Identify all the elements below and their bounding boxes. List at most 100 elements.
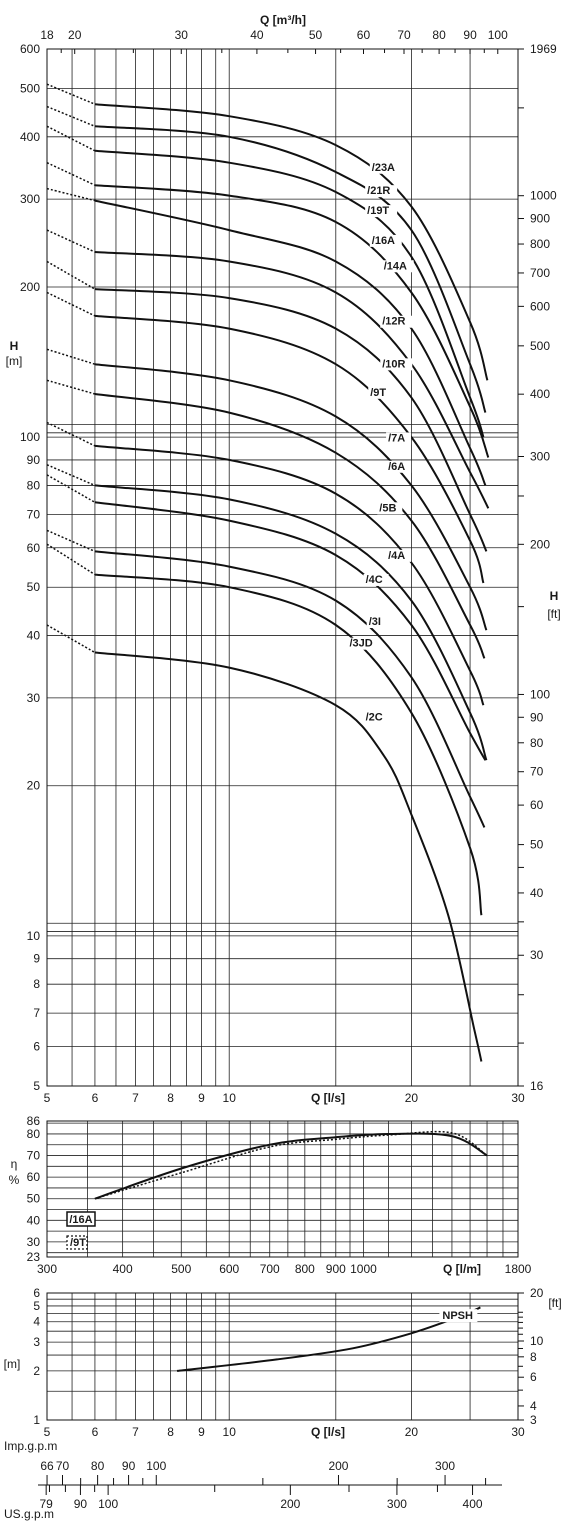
curve-label: /10R	[382, 358, 405, 370]
curve-dotted-14A	[46, 187, 96, 202]
x-tick-label: 10	[223, 1091, 237, 1105]
y-tick-label: 50	[27, 1192, 41, 1206]
curve-dotted-10R	[46, 260, 96, 290]
x-tick-label: 700	[260, 1262, 280, 1276]
y2-tick-label: 60	[530, 798, 544, 812]
x-tick-label: 900	[326, 1262, 346, 1276]
y-tick-label: 23	[27, 1250, 41, 1264]
curve-label: /23A	[372, 162, 395, 174]
x-axis-label: Q [l/s]	[311, 1091, 345, 1105]
y2-tick-label: 3	[530, 1413, 537, 1427]
x-tick-label: 7	[132, 1091, 139, 1105]
y2-tick-label: 6	[530, 1370, 537, 1384]
curve-14A	[94, 199, 487, 486]
y2-tick-label: 4	[530, 1399, 537, 1413]
imp-tick-label: 300	[435, 1459, 455, 1473]
curve-dotted-2C	[46, 624, 96, 654]
plot-frame	[46, 1120, 519, 1258]
x-tick-label: 9	[198, 1425, 205, 1439]
y-tick-label: 30	[27, 1235, 41, 1249]
x2-tick-label: 90	[463, 28, 477, 42]
y-tick-label: 40	[27, 629, 41, 643]
x-tick-label: 5	[44, 1425, 51, 1439]
y-tick-label: 70	[27, 1149, 41, 1163]
x-tick-label: 1000	[350, 1262, 377, 1276]
x-tick-label: 800	[295, 1262, 315, 1276]
y-tick-label: 70	[27, 507, 41, 521]
curve-3I	[94, 550, 486, 828]
imp-tick-label: 70	[56, 1459, 70, 1473]
curve-12R	[94, 251, 490, 509]
x-axis-label: Q [l/m]	[443, 1262, 481, 1276]
curve-label-bg	[381, 260, 414, 273]
x-tick-label: 30	[511, 1091, 525, 1105]
y-tick-label: 500	[20, 81, 40, 95]
x-tick-label: 5	[44, 1091, 51, 1105]
curve-16A	[94, 184, 490, 458]
legend-box-9T	[66, 1235, 88, 1250]
npsh-label-bg	[439, 1309, 478, 1323]
curve-dotted-12R	[46, 229, 96, 253]
y-tick-label: 6	[33, 1040, 40, 1054]
x2-tick-label: 80	[432, 28, 446, 42]
x2-tick-label: 20	[68, 28, 82, 42]
y2-tick-label: 1000	[530, 189, 557, 203]
npsh-label: NPSH	[442, 1310, 473, 1322]
x2-tick-label: 50	[309, 28, 323, 42]
y2-tick-label: 10	[530, 1334, 544, 1348]
curve-label: /16A	[372, 235, 395, 247]
us-tick-label: 300	[387, 1497, 407, 1511]
y-tick-label: 400	[20, 130, 40, 144]
y2-tick-label: 80	[530, 736, 544, 750]
x-tick-label: 600	[219, 1262, 239, 1276]
x-tick-label: 8	[167, 1091, 174, 1105]
y2-axis-label-unit: [ft]	[547, 607, 560, 621]
curve-label-bg	[347, 637, 380, 650]
y-tick-label: 3	[33, 1335, 40, 1349]
us-tick-label: 100	[98, 1497, 118, 1511]
y-axis-label-eta: η	[11, 1157, 18, 1171]
y2-tick-label: 8	[530, 1350, 537, 1364]
curve-9T	[94, 314, 485, 584]
npsh-curve	[176, 1306, 481, 1372]
curve-dotted-16A	[46, 162, 96, 186]
curve-6A	[94, 393, 486, 659]
y2-tick-label: 20	[530, 1286, 544, 1300]
y-axis-label-unit: [m]	[6, 354, 23, 368]
curve-dotted-19T	[46, 125, 96, 152]
y-tick-label: 600	[20, 42, 40, 56]
curve-label: /5B	[379, 502, 396, 514]
y2-tick-label: 100	[530, 687, 550, 701]
y-tick-label: 80	[27, 1127, 41, 1141]
curve-dotted-23A	[46, 83, 96, 105]
x-tick-label: 6	[92, 1425, 99, 1439]
legend-label-9T: /9T	[70, 1237, 86, 1249]
x2-tick-label: 40	[250, 28, 264, 42]
y2-tick-label: 1969	[530, 42, 557, 56]
curve-label: /4C	[366, 574, 383, 586]
y2-tick-label: 500	[530, 339, 550, 353]
curve-label-bg	[365, 185, 398, 198]
x-tick-label: 500	[171, 1262, 191, 1276]
eff-curve-16A	[94, 1132, 488, 1200]
us-tick-label: 200	[280, 1497, 300, 1511]
us-gpm-label: US.g.p.m	[4, 1507, 54, 1521]
y2-tick-label: 800	[530, 237, 550, 251]
y2-tick-label: 30	[530, 948, 544, 962]
y2-tick-label: 700	[530, 266, 550, 280]
curve-dotted-3JD	[46, 543, 96, 576]
y-tick-label: 300	[20, 192, 40, 206]
y2-tick-label: 90	[530, 710, 544, 724]
x-tick-label: 300	[37, 1262, 57, 1276]
y-tick-label: 86	[27, 1114, 41, 1128]
gpm-scales: Imp.g.p.m US.g.p.m 66 70 80 90 100 200 300 79 90 10…	[4, 1439, 502, 1521]
y-tick-label: 2	[33, 1364, 40, 1378]
curve-label: /9T	[370, 387, 386, 399]
curve-dotted-5B	[46, 421, 96, 447]
curve-5B	[94, 444, 485, 706]
curve-dotted-4C	[46, 474, 96, 503]
y-tick-label: 5	[33, 1079, 40, 1093]
x2-tick-label: 60	[357, 28, 371, 42]
